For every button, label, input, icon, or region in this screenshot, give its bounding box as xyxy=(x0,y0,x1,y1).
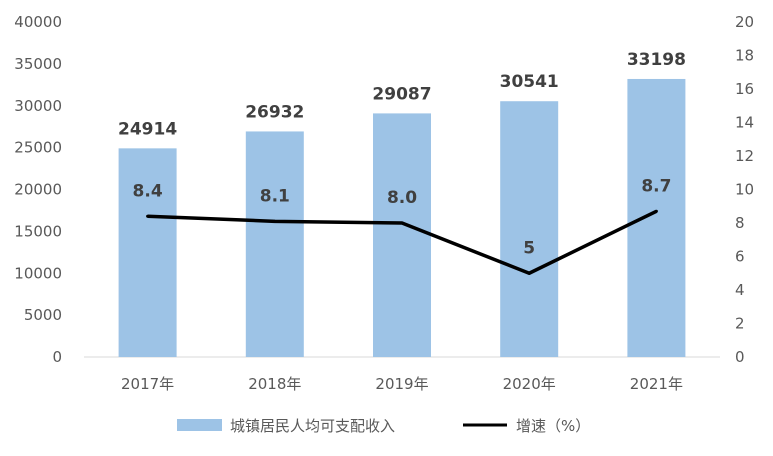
right-tick-label: 0 xyxy=(735,348,745,366)
bar xyxy=(245,131,304,357)
x-axis-ticks: 2017年 2018年 2019年 2020年 2021年 xyxy=(121,375,683,393)
left-tick-label: 20000 xyxy=(14,181,62,199)
bar-data-label: 30541 xyxy=(500,72,559,92)
right-tick-label: 12 xyxy=(735,147,754,165)
bar xyxy=(500,101,559,358)
bar-data-labels: 24914 26932 29087 30541 33198 xyxy=(118,50,686,139)
right-tick-label: 4 xyxy=(735,281,745,299)
left-axis-ticks: 0 5000 10000 15000 20000 25000 30000 35000 40000 xyxy=(14,13,62,366)
legend: 城镇居民人均可支配收入 增速（%） xyxy=(177,417,590,435)
x-tick-label: 2019年 xyxy=(375,375,428,393)
legend-line-label: 增速（%） xyxy=(516,417,590,435)
line-data-label: 8.1 xyxy=(260,186,290,206)
line-point xyxy=(146,214,150,218)
bar xyxy=(627,78,686,358)
line-point xyxy=(654,209,658,213)
line-data-label: 5 xyxy=(523,238,535,258)
right-axis-ticks: 0 2 4 6 8 10 12 14 16 18 20 xyxy=(735,13,754,366)
x-tick-label: 2018年 xyxy=(248,375,301,393)
x-tick-label: 2020年 xyxy=(503,375,556,393)
bar xyxy=(118,148,177,357)
line-point xyxy=(527,271,531,275)
left-tick-label: 5000 xyxy=(24,306,62,324)
x-tick-label: 2021年 xyxy=(630,375,683,393)
left-tick-label: 10000 xyxy=(14,264,62,282)
line-point xyxy=(273,219,277,223)
right-tick-label: 6 xyxy=(735,248,745,266)
left-tick-label: 30000 xyxy=(14,97,62,115)
right-tick-label: 18 xyxy=(735,47,754,65)
bar xyxy=(373,113,431,357)
left-tick-label: 0 xyxy=(52,348,62,366)
left-tick-label: 25000 xyxy=(14,139,62,157)
x-tick-label: 2017年 xyxy=(121,375,174,393)
bar-data-label: 29087 xyxy=(372,84,431,104)
line-data-label: 8.4 xyxy=(133,181,163,201)
bar-data-label: 24914 xyxy=(118,119,177,139)
bar-data-label: 33198 xyxy=(627,50,686,70)
left-tick-label: 35000 xyxy=(14,55,62,73)
right-tick-label: 14 xyxy=(735,114,754,132)
line-data-label: 8.7 xyxy=(641,176,671,196)
left-tick-label: 40000 xyxy=(14,13,62,31)
line-data-labels: 8.4 8.1 8.0 5 8.7 xyxy=(133,176,672,258)
line-data-label: 8.0 xyxy=(387,188,417,208)
legend-bar-label: 城镇居民人均可支配收入 xyxy=(230,417,395,435)
right-tick-label: 20 xyxy=(735,13,754,31)
bar-data-label: 26932 xyxy=(245,102,304,122)
legend-bar-swatch xyxy=(177,419,222,431)
left-tick-label: 15000 xyxy=(14,222,62,240)
right-tick-label: 8 xyxy=(735,214,745,232)
right-tick-label: 16 xyxy=(735,80,754,98)
line-point xyxy=(400,221,404,225)
line-series xyxy=(146,209,658,275)
bar-series xyxy=(118,78,686,358)
right-tick-label: 10 xyxy=(735,181,754,199)
right-tick-label: 2 xyxy=(735,315,745,333)
